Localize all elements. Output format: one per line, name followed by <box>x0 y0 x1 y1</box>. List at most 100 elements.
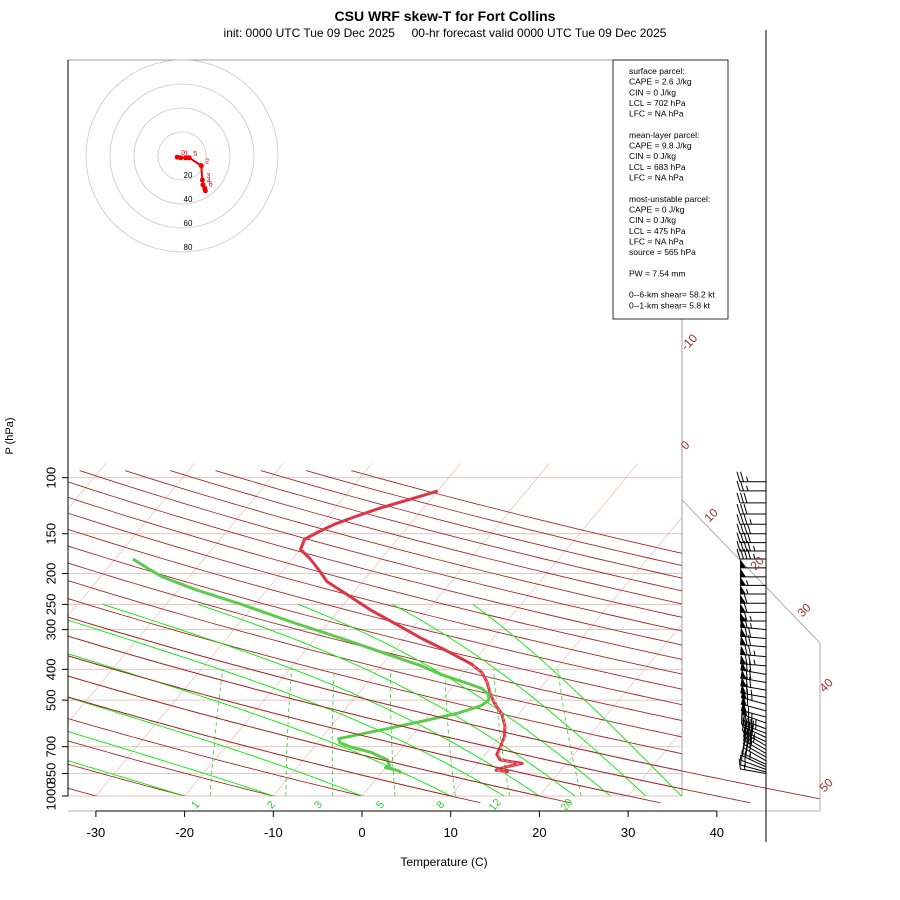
wind-barb-shaft <box>742 726 767 738</box>
wind-barb-half <box>753 650 756 656</box>
hodograph-point-label: 1 <box>185 151 189 158</box>
isotherm-line <box>184 462 462 796</box>
hodograph-ring-label: 80 <box>184 243 193 252</box>
wind-barb-full <box>744 626 748 637</box>
wind-barb <box>740 593 766 604</box>
wind-barb-shaft <box>741 760 767 770</box>
wind-barb-shaft <box>740 669 767 675</box>
info-box-line: LFC = NA hPa <box>629 173 684 183</box>
wind-barb-full <box>747 532 751 543</box>
wind-barb-full <box>741 750 743 761</box>
wind-barb <box>736 480 766 492</box>
wind-barb-full <box>740 503 744 515</box>
dry-adiabat-line <box>68 696 481 804</box>
hodograph-point-label: 0 <box>181 150 185 157</box>
info-box-line: CIN = 0 J/kg <box>629 151 676 161</box>
hodograph-ring <box>85 59 279 253</box>
wind-barb-full <box>736 503 741 515</box>
wind-barb-shaft <box>741 723 767 734</box>
y-tick-label: 300 <box>43 619 58 641</box>
hodograph-ring <box>109 83 255 229</box>
wind-barb-full <box>748 719 751 730</box>
x-tick-label: -30 <box>87 825 106 840</box>
dry-adiabat-label: 30 <box>794 600 814 620</box>
wind-barb <box>740 585 766 595</box>
wind-barb-flag <box>740 612 746 622</box>
moist-adiabat-line <box>197 603 576 796</box>
wind-barb-full <box>740 514 744 525</box>
wind-barb-full <box>751 720 754 732</box>
dry-adiabat-label: -10 <box>678 331 700 353</box>
mixing-ratio-line <box>285 669 293 796</box>
wind-barb-full <box>743 602 748 613</box>
wind-barb-flag <box>740 627 747 637</box>
dry-adiabat-label: 10 <box>701 505 721 525</box>
wind-barb-half <box>753 553 756 560</box>
wind-barb-shaft <box>740 644 767 648</box>
wind-barb-full <box>747 523 751 534</box>
wind-barb-full <box>738 758 741 770</box>
hodograph-ring-label: 60 <box>184 219 193 228</box>
dry-adiabat-line <box>0 471 31 803</box>
info-box-line: CIN = 0 J/kg <box>629 215 676 225</box>
wind-barb-full <box>736 514 741 525</box>
wind-barb <box>740 558 766 569</box>
hodograph-point <box>198 163 204 169</box>
x-tick-label: 30 <box>621 825 635 840</box>
isotherm-line <box>95 462 373 796</box>
chart-title: CSU WRF skew-T for Fort Collins <box>335 8 556 24</box>
hodograph-point-label: 5 <box>193 151 197 158</box>
info-box-line: CIN = 0 J/kg <box>629 87 676 97</box>
wind-barb-full <box>743 492 748 504</box>
dry-adiabat-line <box>68 562 682 722</box>
virtual-temperature-line <box>471 663 521 774</box>
wind-barb-half <box>753 659 756 665</box>
dry-adiabat-label: 0 <box>678 438 693 453</box>
wind-barb-full <box>745 676 748 687</box>
hodograph-point-label: 2 <box>205 159 209 166</box>
wind-barb-flag <box>740 645 747 655</box>
info-box-line: source = 565 hPa <box>629 247 696 257</box>
wind-barb-full <box>747 645 752 656</box>
info-box-line: CAPE = 9.8 J/kg <box>629 141 692 151</box>
isotherm-line <box>450 516 682 796</box>
wind-barb-full <box>746 739 750 750</box>
wind-barb-shaft <box>740 677 767 684</box>
wind-barb-shaft <box>743 736 767 751</box>
wind-barb-shaft <box>742 752 767 765</box>
y-tick-label: 700 <box>43 736 58 758</box>
mixing-ratio-line <box>209 669 224 796</box>
y-tick-label: 500 <box>43 689 58 711</box>
hodograph-point <box>178 155 184 161</box>
wind-barb-flag <box>740 695 747 706</box>
hodograph-ring <box>133 107 231 205</box>
wind-barb <box>742 737 767 762</box>
wind-barb-shaft <box>740 697 767 705</box>
wind-barb-shaft <box>743 747 767 762</box>
wind-barb <box>740 610 766 622</box>
isotherm-line <box>539 623 682 796</box>
wind-barb <box>741 720 767 743</box>
x-tick-label: 40 <box>710 825 724 840</box>
info-box-line: LCL = 475 hPa <box>629 226 686 236</box>
wind-barb-half <box>743 764 746 770</box>
info-box-line: LCL = 702 hPa <box>629 98 686 108</box>
info-box-line: 0--1-km shear= 5.8 kt <box>629 300 711 310</box>
wind-barb-full <box>749 677 752 688</box>
y-tick-label: 150 <box>43 523 58 545</box>
wind-barb-half <box>749 519 752 525</box>
dry-adiabat-line <box>68 635 751 804</box>
dry-adiabat-line <box>68 763 187 796</box>
wind-barb-flag <box>740 576 746 586</box>
wind-barb-half <box>750 623 753 629</box>
wind-barb-flag <box>740 603 746 613</box>
hodograph-point-label: 4 <box>207 178 211 185</box>
dry-adiabat-label: 50 <box>816 775 836 795</box>
dry-adiabat-line <box>68 787 98 796</box>
wind-barb-full <box>744 644 748 656</box>
dry-adiabat-line <box>68 496 682 660</box>
isotherm-line <box>361 462 639 796</box>
info-box-line: LFC = NA hPa <box>629 236 684 246</box>
